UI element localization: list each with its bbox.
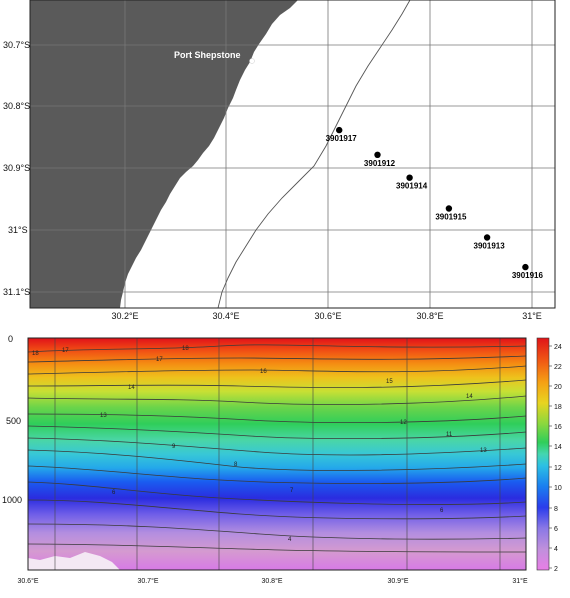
contour-labels: 18 17 18 17 16 15 14 14 13 12 11 13 9 8 … <box>32 346 487 543</box>
colorbar-tick-label: 6 <box>554 526 558 533</box>
station-marker <box>445 205 453 212</box>
isobath-line <box>217 0 411 308</box>
x-tick-label: 30.7°E <box>137 577 158 585</box>
svg-text:14: 14 <box>466 394 473 400</box>
svg-text:7: 7 <box>290 488 294 494</box>
svg-text:16: 16 <box>260 369 267 375</box>
lon-label: 31°E <box>522 311 542 321</box>
svg-text:11: 11 <box>446 432 453 438</box>
station-label: 3901914 <box>396 182 428 191</box>
section-panel: 18 17 18 17 16 15 14 14 13 12 11 13 9 8 … <box>2 334 528 585</box>
lat-label: 30.7°S <box>3 40 30 50</box>
map-panel: 30.7°S 30.8°S 30.9°S 31°S 31.1°S 30.2°E … <box>3 0 556 321</box>
colorbar-tick-label: 4 <box>554 546 558 553</box>
port-shepstone-marker <box>249 58 255 64</box>
svg-text:18: 18 <box>182 346 189 352</box>
svg-text:15: 15 <box>386 379 393 385</box>
svg-text:18: 18 <box>32 351 39 357</box>
colorbar-tick-label: 14 <box>554 444 562 451</box>
svg-text:9: 9 <box>172 444 176 450</box>
svg-text:17: 17 <box>62 348 69 354</box>
colorbar-tick-label: 12 <box>554 465 562 472</box>
colorbar-tick-label: 18 <box>554 404 562 411</box>
station-marker <box>336 126 343 134</box>
colorbar-scale <box>536 337 550 571</box>
lon-label: 30.8°E <box>416 311 443 321</box>
station-marker <box>406 174 413 181</box>
depth-tick-label: 500 <box>6 416 21 426</box>
lon-label: 30.4°E <box>212 311 239 321</box>
svg-text:14: 14 <box>128 385 135 391</box>
lat-label: 30.8°S <box>3 101 30 111</box>
lon-label: 30.2°E <box>111 311 138 321</box>
map-frame <box>29 0 556 309</box>
colorbar-tick-label: 8 <box>554 506 558 513</box>
colorbar-tick-label: 2 <box>554 566 558 573</box>
lat-label: 31°S <box>8 225 28 235</box>
station-lines <box>54 338 501 570</box>
svg-text:6: 6 <box>112 490 116 496</box>
station-marker <box>374 151 381 158</box>
station-marker <box>483 234 491 241</box>
station-marker <box>522 263 529 271</box>
isotherm-lines <box>28 344 526 553</box>
colorbar-tick-label: 24 <box>554 344 562 351</box>
svg-text:13: 13 <box>480 448 487 454</box>
station-label: 3901917 <box>326 134 358 143</box>
colorbar-tick-label: 10 <box>554 485 562 492</box>
lat-label: 30.9°S <box>3 163 30 173</box>
depth-tick-label: 0 <box>8 334 13 344</box>
section-frame <box>27 337 527 571</box>
x-tick-label: 30.9°E <box>387 577 408 585</box>
lat-label: 31.1°S <box>3 287 30 297</box>
svg-text:13: 13 <box>100 413 107 419</box>
seabed-mask <box>28 552 120 570</box>
station-label: 3901913 <box>474 242 506 251</box>
colorbar-tick-label: 20 <box>554 384 562 391</box>
station-markers: 3901917 3901912 3901914 3901915 3901913 39019… <box>326 126 544 280</box>
svg-text:8: 8 <box>234 462 238 468</box>
colorbar-tick-label: 22 <box>554 364 562 371</box>
station-label: 3901915 <box>435 213 467 222</box>
svg-text:17: 17 <box>156 357 163 363</box>
x-tick-label: 30.6°E <box>17 577 38 585</box>
depth-tick-label: 1000 <box>2 495 22 505</box>
colorbar: 24 22 20 18 16 14 12 10 8 6 4 2 <box>536 337 562 573</box>
colorbar-ticks <box>549 345 552 569</box>
station-label: 3901912 <box>364 159 396 168</box>
colorbar-tick-label: 16 <box>554 424 562 431</box>
land-area <box>30 0 298 308</box>
svg-text:6: 6 <box>440 508 444 514</box>
svg-text:4: 4 <box>288 537 292 543</box>
map-graticule <box>30 0 555 308</box>
place-label: Port Shepstone <box>174 50 241 60</box>
lon-label: 30.6°E <box>314 311 341 321</box>
x-tick-label: 30.8°E <box>261 577 282 585</box>
x-tick-label: 31°E <box>512 577 528 585</box>
station-label: 3901916 <box>512 271 544 280</box>
svg-text:12: 12 <box>400 420 407 426</box>
